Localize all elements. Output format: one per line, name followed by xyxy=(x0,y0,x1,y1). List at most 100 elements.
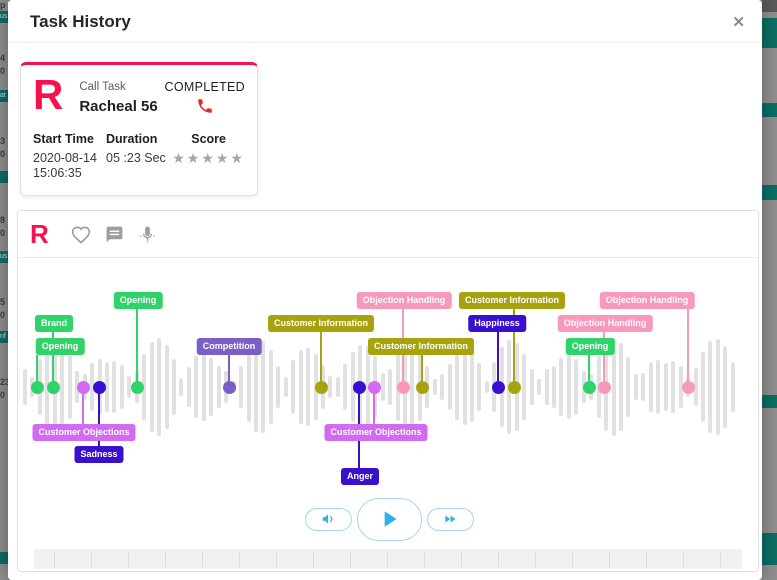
annotation-dot[interactable] xyxy=(30,380,44,394)
waveform-bar xyxy=(261,341,266,433)
annotation-dot[interactable] xyxy=(46,380,60,394)
annotation-label[interactable]: Opening xyxy=(113,292,163,309)
annotation-dot[interactable] xyxy=(415,380,429,394)
annotation-dot[interactable] xyxy=(507,380,521,394)
annotation-dot[interactable] xyxy=(314,380,328,394)
annotation-label[interactable]: Sadness xyxy=(74,446,124,463)
timeline-tick xyxy=(424,551,425,567)
annotation-dot[interactable] xyxy=(130,380,144,394)
close-icon[interactable]: ✕ xyxy=(732,14,745,31)
backdrop-text: 5 xyxy=(0,297,6,307)
backdrop-chip xyxy=(762,103,777,117)
waveform-bar xyxy=(157,338,162,436)
waveform-bar xyxy=(537,378,542,396)
timeline-seek-strip[interactable] xyxy=(34,549,742,569)
modal-header: Task History ✕ xyxy=(8,0,762,43)
backdrop-chip xyxy=(762,18,777,48)
waveform-bar xyxy=(268,349,273,425)
duration-value: 05 :23 Sec xyxy=(106,151,166,165)
timeline-tick xyxy=(350,551,351,567)
waveform-bar xyxy=(186,367,191,407)
annotation-label[interactable]: Customer Objections xyxy=(32,424,136,441)
waveform-bar xyxy=(291,359,296,415)
backdrop-text: 23 xyxy=(0,377,11,387)
annotation-line xyxy=(373,387,375,424)
mic-icon[interactable] xyxy=(138,225,157,244)
fast-forward-button[interactable] xyxy=(426,507,474,531)
annotation-dot[interactable] xyxy=(681,380,695,394)
timeline-tick xyxy=(276,551,277,567)
annotation-line xyxy=(588,355,590,387)
timeline-tick xyxy=(313,551,314,567)
backdrop-text: 0 xyxy=(0,149,6,159)
annotation-label[interactable]: Competition xyxy=(196,338,262,355)
annotation-label[interactable]: Customer Information xyxy=(267,315,375,332)
timeline-tick xyxy=(165,551,166,567)
waveform-bar xyxy=(343,364,348,410)
waveform-canvas: Opening Objection Handling Customer Inform… xyxy=(18,263,758,493)
waveform-bar xyxy=(626,356,631,418)
waveform-bar xyxy=(619,343,623,431)
annotation-dot[interactable] xyxy=(222,380,236,394)
annotation-label[interactable]: Brand xyxy=(34,315,74,332)
backdrop-text: 0 xyxy=(0,228,6,238)
waveform-bar xyxy=(253,342,258,432)
waveform-bar xyxy=(276,365,281,409)
backdrop-chip xyxy=(762,533,777,565)
backdrop-text: 8 xyxy=(0,215,6,225)
play-button[interactable] xyxy=(356,497,422,541)
playback-controls xyxy=(18,495,758,543)
waveform-bar xyxy=(559,357,564,417)
annotation-label[interactable]: Objection Handling xyxy=(599,292,695,309)
waveform-bar xyxy=(209,357,214,417)
annotation-dot[interactable] xyxy=(76,380,90,394)
task-type-label: Call Task xyxy=(79,81,126,93)
timeline-tick xyxy=(202,551,203,567)
annotation-dot[interactable] xyxy=(352,380,366,394)
waveform-bar xyxy=(574,358,579,416)
call-player-card: R Opening Objection Handling Customer Info… xyxy=(17,210,759,572)
waveform-bar xyxy=(388,369,393,405)
annotation-label[interactable]: Opening xyxy=(565,338,615,355)
waveform-bar xyxy=(715,338,720,436)
brand-r-logo: R xyxy=(33,71,64,118)
waveform-bar xyxy=(566,354,571,420)
annotation-label[interactable]: Opening xyxy=(35,338,85,355)
brand-r-logo-small: R xyxy=(30,218,49,249)
annotation-dot[interactable] xyxy=(92,380,106,394)
waveform-bar xyxy=(380,373,385,401)
backdrop-chip xyxy=(0,171,8,183)
annotation-line xyxy=(687,309,689,387)
annotation-label[interactable]: Anger xyxy=(340,468,380,485)
backdrop-text: 3 xyxy=(0,136,6,146)
waveform-bar xyxy=(246,351,251,423)
annotation-dot[interactable] xyxy=(396,380,410,394)
annotation-label[interactable]: Customer Objections xyxy=(324,424,428,441)
waveform-bar xyxy=(663,362,668,412)
volume-button[interactable] xyxy=(304,507,352,531)
waveform-bar xyxy=(239,366,244,408)
waveform-bar xyxy=(283,376,288,398)
annotation-label[interactable]: Objection Handling xyxy=(557,315,653,332)
task-name: Racheal 56 xyxy=(79,98,158,115)
waveform-bar xyxy=(432,378,437,396)
heart-icon[interactable] xyxy=(71,224,91,244)
task-history-modal: Task History ✕ R Call Task Racheal 56 CO… xyxy=(8,0,762,580)
annotation-label[interactable]: Happiness xyxy=(468,315,526,332)
waveform-bar xyxy=(529,368,534,406)
waveform-bar xyxy=(678,365,683,409)
annotation-label[interactable]: Customer Information xyxy=(458,292,566,309)
timeline-tick xyxy=(498,551,499,567)
annotation-dot[interactable] xyxy=(367,380,381,394)
waveform-bar xyxy=(455,354,460,420)
backdrop-text: 0 xyxy=(0,66,6,76)
annotation-dot[interactable] xyxy=(491,380,505,394)
waveform-bar xyxy=(544,368,549,406)
backdrop-text: p xyxy=(0,0,6,10)
comment-icon[interactable] xyxy=(105,225,124,244)
annotation-dot[interactable] xyxy=(582,380,596,394)
annotation-label[interactable]: Objection Handling xyxy=(356,292,452,309)
annotation-dot[interactable] xyxy=(597,380,611,394)
timeline-tick xyxy=(54,551,55,567)
annotation-label[interactable]: Customer Information xyxy=(367,338,475,355)
